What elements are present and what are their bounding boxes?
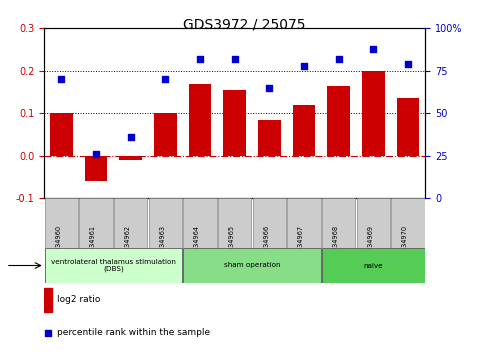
Point [44,330,52,336]
FancyBboxPatch shape [356,198,389,248]
FancyBboxPatch shape [114,198,147,248]
Bar [154,113,176,156]
Text: GSM634962: GSM634962 [124,225,130,266]
FancyBboxPatch shape [183,248,320,283]
FancyBboxPatch shape [183,198,216,248]
Point [404,61,411,67]
Point [126,134,134,140]
FancyBboxPatch shape [44,198,78,248]
Point [196,56,203,62]
Bar [292,105,315,156]
Text: GSM634967: GSM634967 [298,225,304,266]
Bar [362,71,384,156]
FancyBboxPatch shape [391,198,424,248]
Text: log2 ratio: log2 ratio [57,295,101,304]
Bar [327,86,349,156]
Point [265,85,273,91]
Point [161,76,169,82]
Text: GSM634964: GSM634964 [194,225,200,266]
Text: GDS3972 / 25075: GDS3972 / 25075 [183,18,305,32]
Bar [44,288,52,312]
Bar [188,84,211,156]
FancyBboxPatch shape [44,248,182,283]
Text: naive: naive [363,263,383,268]
FancyBboxPatch shape [218,198,251,248]
Text: GSM634969: GSM634969 [366,225,373,265]
Text: GSM634970: GSM634970 [401,225,407,266]
Text: percentile rank within the sample: percentile rank within the sample [57,329,210,337]
Bar [396,98,419,156]
Point [369,46,377,52]
Text: GSM634966: GSM634966 [263,225,269,266]
Text: GSM634968: GSM634968 [332,225,338,266]
Text: ventrolateral thalamus stimulation
(DBS): ventrolateral thalamus stimulation (DBS) [51,259,176,272]
Text: GSM634961: GSM634961 [90,225,96,265]
FancyBboxPatch shape [322,248,424,283]
Point [334,56,342,62]
FancyBboxPatch shape [148,198,182,248]
FancyBboxPatch shape [287,198,320,248]
Bar [84,156,107,181]
Text: GSM634960: GSM634960 [55,225,61,266]
Point [92,151,100,157]
Bar [119,156,142,160]
FancyBboxPatch shape [252,198,285,248]
Bar [223,90,245,156]
Point [300,63,307,69]
Text: GSM634963: GSM634963 [159,225,165,265]
Point [230,56,238,62]
Text: sham operation: sham operation [224,263,280,268]
Text: GSM634965: GSM634965 [228,225,234,266]
Bar [258,120,280,156]
FancyBboxPatch shape [322,198,355,248]
Bar [50,113,72,156]
Point [57,76,65,82]
FancyBboxPatch shape [79,198,112,248]
